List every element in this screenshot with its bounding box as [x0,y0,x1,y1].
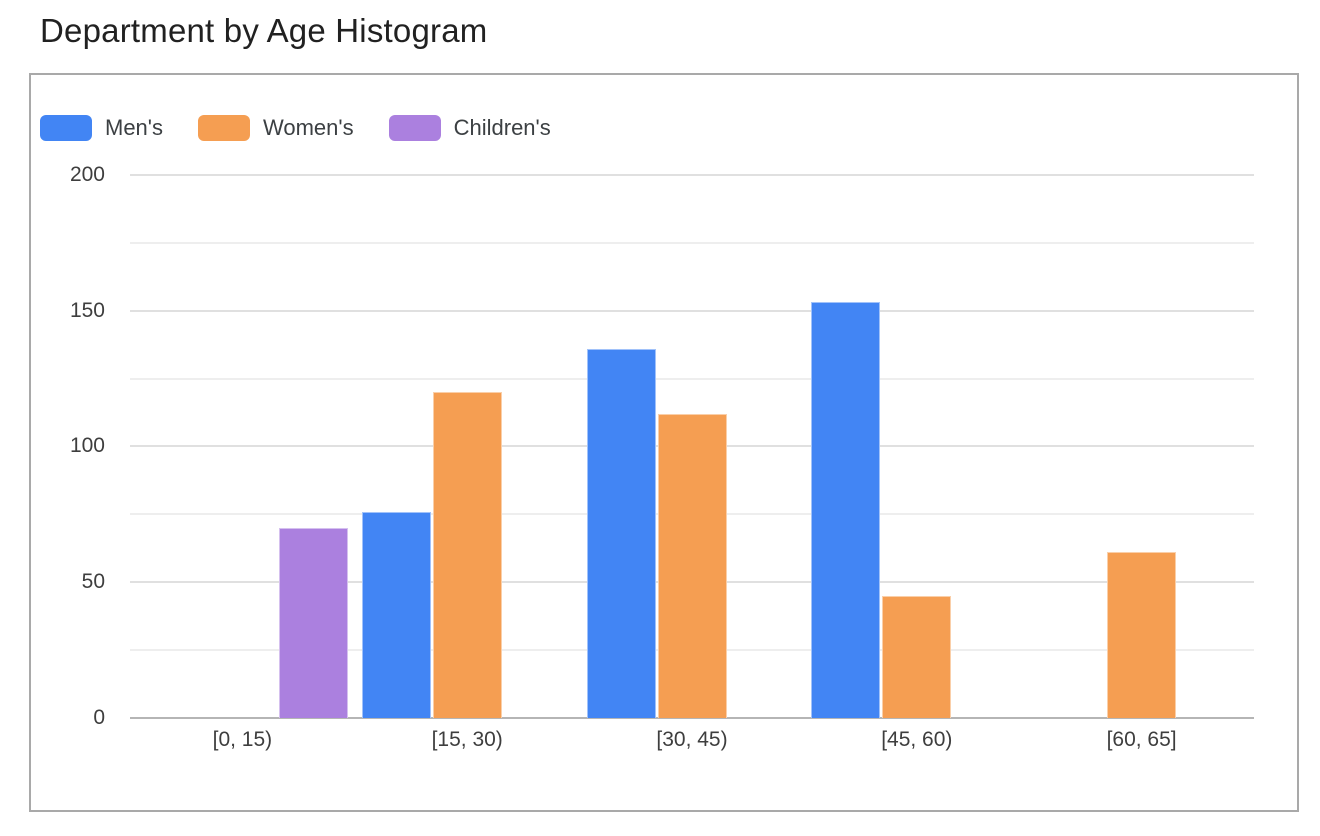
bar-womens-4560 [882,595,952,718]
legend-label: Children's [453,115,551,140]
legend-swatch-icon [388,115,441,141]
bar-womens-6065 [1107,552,1177,718]
y-axis-tick-label-100: 100 [69,434,105,458]
gridline-0 [130,717,1254,719]
x-axis-tick-label-1: [15, 30) [431,728,503,751]
x-axis-tick-label-4: [60, 65] [1106,728,1177,751]
y-axis-tick-label-50: 50 [81,570,105,594]
y-axis-tick-label-200: 200 [69,162,105,186]
bar-mens-4560 [811,302,881,718]
chart-container: 0 50 100 150 200 [0, 15) [15, 30) [30, 45) [45, … [29,73,1299,812]
bar-mens-3045 [586,348,656,718]
legend-item-mens[interactable]: Men's [40,115,163,141]
bar-childrens-015 [278,527,348,718]
x-axis-tick-label-2: [30, 45) [656,728,728,751]
legend-item-childrens[interactable]: Children's [388,115,551,141]
x-axis-tick-label-0: [0, 15) [212,728,273,751]
bar-mens-1530 [361,511,431,718]
gridline-125 [130,377,1254,380]
legend-item-womens[interactable]: Women's [198,115,354,141]
legend-swatch-icon [198,115,250,141]
bar-womens-1530 [432,392,502,718]
gridline-150 [130,309,1254,312]
legend-label: Men's [105,115,163,140]
legend: Men's Women's Children's [40,115,551,141]
chart-title: Department by Age Histogram [40,12,488,49]
y-axis-tick-label-0: 0 [93,706,105,729]
bar-womens-3045 [657,413,727,718]
plot-area: 0 50 100 150 200 [0, 15) [15, 30) [30, 45) [45, … [31,75,1297,810]
x-axis-tick-label-3: [45, 60) [881,728,953,751]
gridline-175 [130,241,1254,244]
legend-swatch-icon [40,115,92,141]
legend-label: Women's [263,115,354,140]
gridline-200 [130,173,1254,176]
y-axis-tick-label-150: 150 [69,298,105,322]
